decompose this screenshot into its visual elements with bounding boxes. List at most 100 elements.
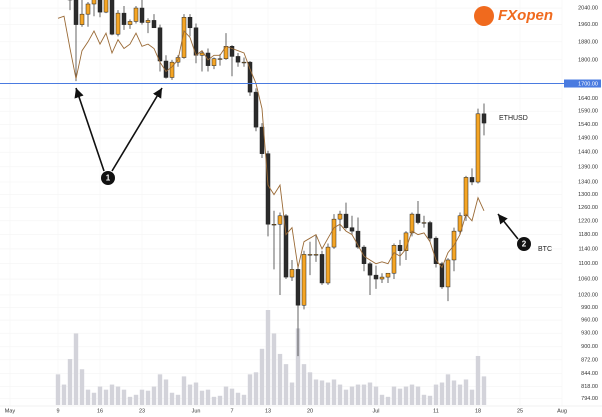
volume-bar <box>343 389 349 405</box>
volume-bar <box>361 384 367 405</box>
volume-bar <box>103 389 109 405</box>
candle-body <box>217 58 223 60</box>
volume-bar <box>205 389 211 405</box>
y-tick-label: 1590.00 <box>578 109 598 115</box>
volume-bar <box>421 394 427 405</box>
y-tick-label: 900.00 <box>581 344 598 350</box>
volume-bar <box>229 388 235 405</box>
candle-body <box>145 20 151 23</box>
volume-bar <box>337 384 343 405</box>
overlay-line <box>57 15 485 269</box>
y-tick-label: 1440.00 <box>578 150 598 156</box>
axes: 2040.001960.001880.001800.001640.001590.… <box>0 5 602 414</box>
y-tick-label: 2040.00 <box>578 5 598 11</box>
y-tick-label: 794.00 <box>581 396 598 402</box>
volume-bar <box>403 386 409 405</box>
x-tick-label: 16 <box>97 408 103 414</box>
candle-body <box>325 246 331 284</box>
volume-bar <box>55 374 61 405</box>
candle-body <box>295 269 301 306</box>
y-tick-label: 1340.00 <box>578 179 598 185</box>
volume-bar <box>319 380 325 405</box>
volume-bar <box>97 386 103 405</box>
annotation-label: 2 <box>522 240 527 249</box>
candle-body <box>415 213 421 223</box>
y-tick-label: 872.00 <box>581 357 598 363</box>
candle-body <box>247 61 253 93</box>
volume-bar <box>301 364 307 405</box>
y-tick-label: 1800.00 <box>578 57 598 63</box>
badge <box>101 171 115 185</box>
candle-body <box>307 254 313 256</box>
y-tick-label: 1390.00 <box>578 164 598 170</box>
candle-body <box>475 113 481 183</box>
volume-bar <box>235 392 241 405</box>
candle-body <box>445 259 451 288</box>
volume-bar <box>67 359 73 405</box>
logo-emblem <box>474 6 494 26</box>
candle-body <box>121 12 127 25</box>
volume-bar <box>295 328 301 405</box>
x-tick-label: 25 <box>517 408 523 414</box>
volume-bar <box>379 394 385 405</box>
annotations: 1 2 BTC ETHUSD <box>74 87 552 253</box>
candle-body <box>127 21 133 25</box>
volume-bar <box>127 396 133 405</box>
candle-body <box>427 222 433 239</box>
candle-body <box>367 263 373 276</box>
candle-body <box>457 215 463 232</box>
volume-bar <box>409 384 415 405</box>
candle-body <box>301 254 307 306</box>
y-tick-label: 1220.00 <box>578 218 598 224</box>
badge <box>517 237 531 251</box>
candle-body <box>331 218 337 248</box>
volume-bar <box>241 394 247 405</box>
volume-bar <box>355 384 361 405</box>
volume-bar <box>133 394 139 405</box>
volume-bar <box>271 333 277 405</box>
x-tick-label: Aug <box>557 408 567 414</box>
y-tick-label: 960.00 <box>581 318 598 324</box>
volume-bar <box>187 384 193 405</box>
volume <box>55 310 487 405</box>
y-tick-label: 1060.00 <box>578 276 598 282</box>
candle-body <box>259 126 265 154</box>
y-tick-label: 844.00 <box>581 371 598 377</box>
volume-bar <box>475 355 481 405</box>
y-tick-label: 1960.00 <box>578 22 598 28</box>
volume-bar <box>61 384 67 405</box>
candle-body <box>109 0 115 35</box>
volume-bar <box>289 382 295 405</box>
volume-bar <box>163 379 169 405</box>
volume-bar <box>427 395 433 405</box>
logo: FXopen <box>474 6 553 26</box>
volume-bar <box>181 376 187 405</box>
overlay <box>57 15 485 269</box>
volume-bar <box>331 379 337 405</box>
volume-bar <box>439 382 445 405</box>
volume-bar <box>283 364 289 405</box>
candle-body <box>115 12 121 35</box>
volume-bar <box>247 374 253 405</box>
candle-body <box>241 61 247 64</box>
volume-bar <box>265 310 271 405</box>
y-tick-label: 1260.00 <box>578 205 598 211</box>
x-tick-label: 13 <box>265 408 271 414</box>
volume-bar <box>367 382 373 405</box>
volume-bar <box>445 374 451 405</box>
candle-body <box>169 61 175 78</box>
candle-body <box>277 215 283 225</box>
volume-bar <box>151 386 157 405</box>
y-tick-label: 930.00 <box>581 331 598 337</box>
candle-body <box>235 56 241 63</box>
volume-bar <box>277 353 283 405</box>
volume-bar <box>139 389 145 405</box>
candle-body <box>163 60 169 78</box>
series-label: BTC <box>538 246 552 253</box>
x-tick-label: 23 <box>139 408 145 414</box>
candle-body <box>319 254 325 284</box>
candle-body <box>439 263 445 288</box>
candle-body <box>151 20 157 29</box>
volume-bar <box>373 386 379 405</box>
